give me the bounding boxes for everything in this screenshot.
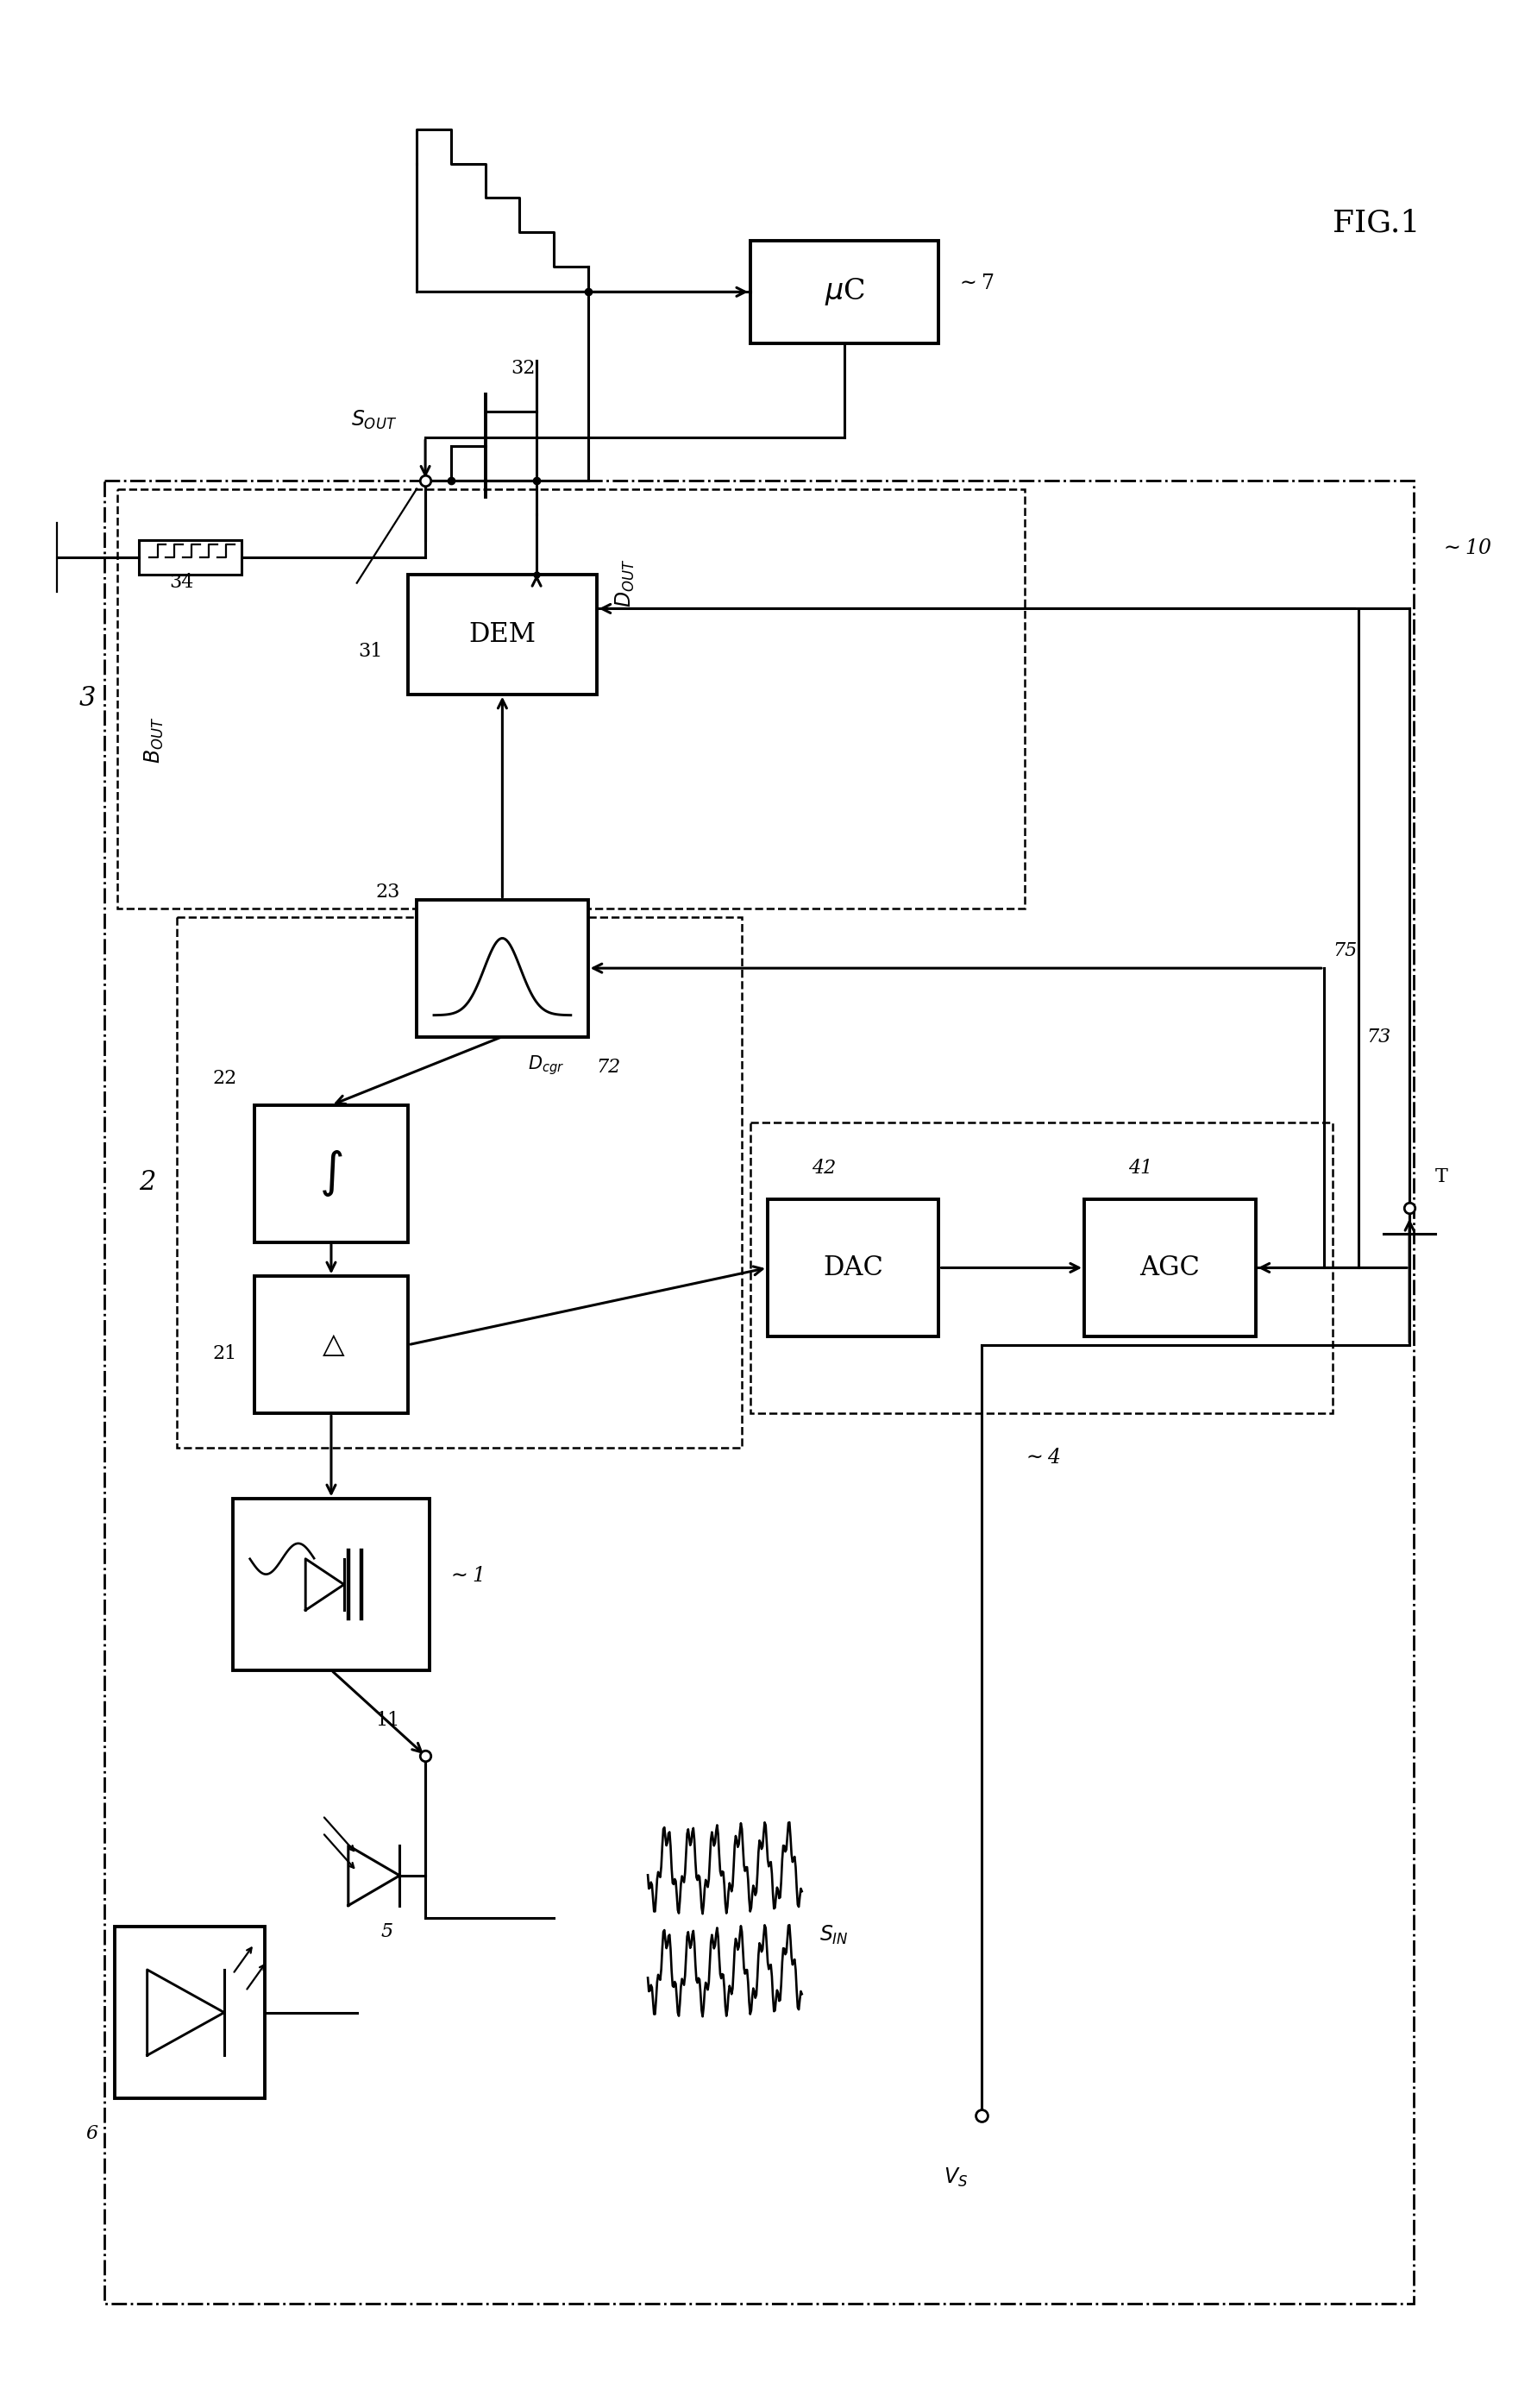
Text: FIG.1: FIG.1 bbox=[1332, 209, 1419, 238]
Text: 41: 41 bbox=[1128, 1158, 1153, 1178]
Text: $S_{OUT}$: $S_{OUT}$ bbox=[351, 409, 397, 431]
Text: AGC: AGC bbox=[1139, 1255, 1200, 1281]
Text: DEM: DEM bbox=[468, 621, 536, 648]
Bar bbox=[767, 1199, 939, 1336]
Text: 6: 6 bbox=[86, 2124, 98, 2143]
Text: 23: 23 bbox=[375, 884, 400, 901]
Text: 42: 42 bbox=[811, 1158, 836, 1178]
Text: 72: 72 bbox=[597, 1057, 622, 1076]
Text: 5: 5 bbox=[381, 1922, 393, 1941]
Text: DAC: DAC bbox=[824, 1255, 883, 1281]
Text: $\sim$7: $\sim$7 bbox=[955, 275, 994, 294]
Bar bbox=[254, 1276, 409, 1413]
Text: $D_{OUT}$: $D_{OUT}$ bbox=[614, 559, 637, 607]
Bar bbox=[115, 1926, 265, 2097]
Text: 34: 34 bbox=[170, 573, 193, 592]
Bar bbox=[178, 917, 743, 1447]
Bar bbox=[139, 539, 242, 576]
Text: $\triangle$: $\triangle$ bbox=[317, 1332, 346, 1358]
Text: 22: 22 bbox=[213, 1069, 237, 1088]
Bar bbox=[409, 576, 597, 694]
Text: 11: 11 bbox=[375, 1712, 400, 1729]
Text: 21: 21 bbox=[213, 1344, 237, 1363]
Text: 73: 73 bbox=[1367, 1028, 1392, 1045]
Text: $\sim$10: $\sim$10 bbox=[1439, 539, 1491, 559]
Bar bbox=[750, 241, 939, 344]
Bar bbox=[104, 479, 1413, 2304]
Text: $V_S$: $V_S$ bbox=[943, 2167, 968, 2189]
Bar bbox=[1084, 1199, 1255, 1336]
Text: 32: 32 bbox=[511, 359, 536, 378]
Text: $S_{IN}$: $S_{IN}$ bbox=[819, 1924, 848, 1946]
Text: T: T bbox=[1435, 1168, 1448, 1187]
Text: $\int$: $\int$ bbox=[320, 1149, 343, 1199]
Bar bbox=[254, 1105, 409, 1243]
Bar bbox=[233, 1498, 430, 1671]
Text: $D_{cgr}$: $D_{cgr}$ bbox=[528, 1055, 565, 1076]
Text: 75: 75 bbox=[1332, 942, 1356, 961]
Text: $\sim$1: $\sim$1 bbox=[447, 1565, 482, 1587]
Text: $\sim$4: $\sim$4 bbox=[1023, 1447, 1061, 1466]
Text: 31: 31 bbox=[358, 643, 383, 660]
Text: $\mu$C: $\mu$C bbox=[824, 277, 865, 308]
Text: 2: 2 bbox=[139, 1168, 156, 1194]
Bar bbox=[416, 901, 588, 1038]
Text: $B_{OUT}$: $B_{OUT}$ bbox=[142, 718, 165, 763]
Bar bbox=[750, 1122, 1332, 1413]
Text: 3: 3 bbox=[80, 686, 96, 713]
Bar bbox=[118, 489, 1024, 908]
